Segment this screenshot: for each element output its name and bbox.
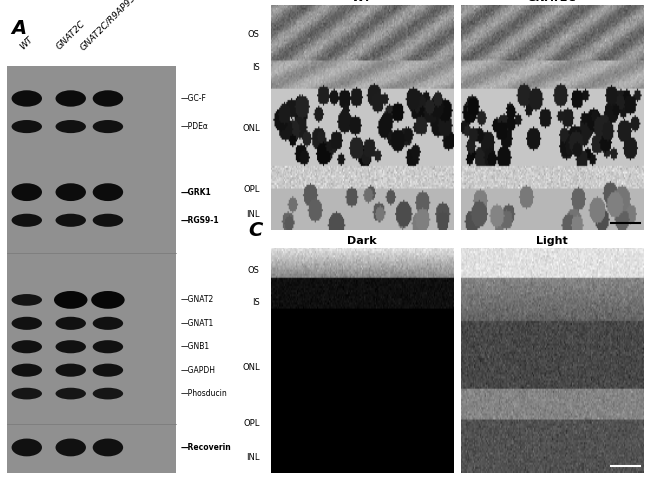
Ellipse shape <box>54 291 88 309</box>
Text: C: C <box>249 221 263 240</box>
Text: IS: IS <box>252 64 259 72</box>
Ellipse shape <box>55 438 86 456</box>
Ellipse shape <box>93 120 123 133</box>
Ellipse shape <box>12 438 42 456</box>
Ellipse shape <box>55 214 86 227</box>
Ellipse shape <box>12 214 42 227</box>
Ellipse shape <box>12 120 42 133</box>
Ellipse shape <box>93 388 123 400</box>
Ellipse shape <box>91 291 125 309</box>
Ellipse shape <box>12 317 42 330</box>
Title: GNAT2C: GNAT2C <box>527 0 577 2</box>
Text: GNAT2C/R9AP95: GNAT2C/R9AP95 <box>78 0 138 52</box>
Ellipse shape <box>93 183 123 201</box>
Ellipse shape <box>55 340 86 353</box>
Text: —GAPDH: —GAPDH <box>181 366 216 375</box>
Ellipse shape <box>93 438 123 456</box>
Text: A: A <box>12 19 27 38</box>
Ellipse shape <box>93 364 123 377</box>
Ellipse shape <box>55 317 86 330</box>
Ellipse shape <box>12 340 42 353</box>
Text: WT: WT <box>18 35 35 52</box>
Ellipse shape <box>93 317 123 330</box>
Ellipse shape <box>55 183 86 201</box>
Text: —GNB1: —GNB1 <box>181 342 210 351</box>
Title: Light: Light <box>536 236 568 246</box>
Ellipse shape <box>12 364 42 377</box>
Ellipse shape <box>93 214 123 227</box>
Ellipse shape <box>93 340 123 353</box>
Ellipse shape <box>55 364 86 377</box>
Ellipse shape <box>93 90 123 107</box>
Ellipse shape <box>55 120 86 133</box>
Text: —Phosducin: —Phosducin <box>181 389 228 398</box>
Text: OS: OS <box>248 266 259 275</box>
Text: OS: OS <box>248 30 259 39</box>
Ellipse shape <box>12 294 42 306</box>
Text: —Recoverin: —Recoverin <box>181 443 231 452</box>
Text: OPL: OPL <box>243 419 259 428</box>
Title: WT: WT <box>352 0 372 2</box>
Text: —RGS9-1: —RGS9-1 <box>181 216 219 225</box>
Text: IS: IS <box>252 298 259 306</box>
Text: GNAT2C: GNAT2C <box>55 19 87 52</box>
Text: —GNAT2: —GNAT2 <box>181 295 214 304</box>
Text: —PDEα: —PDEα <box>181 122 209 131</box>
FancyBboxPatch shape <box>6 65 176 473</box>
Ellipse shape <box>12 90 42 107</box>
Text: INL: INL <box>246 453 259 462</box>
Text: INL: INL <box>246 210 259 219</box>
Text: ONL: ONL <box>242 363 259 372</box>
Text: —GC-F: —GC-F <box>181 94 207 103</box>
Text: ONL: ONL <box>242 124 259 133</box>
Ellipse shape <box>12 183 42 201</box>
Text: —GNAT1: —GNAT1 <box>181 319 214 328</box>
Ellipse shape <box>55 388 86 400</box>
Title: Dark: Dark <box>347 236 377 246</box>
Ellipse shape <box>55 90 86 107</box>
Text: OPL: OPL <box>243 185 259 194</box>
Ellipse shape <box>12 388 42 400</box>
Text: —GRK1: —GRK1 <box>181 188 211 196</box>
